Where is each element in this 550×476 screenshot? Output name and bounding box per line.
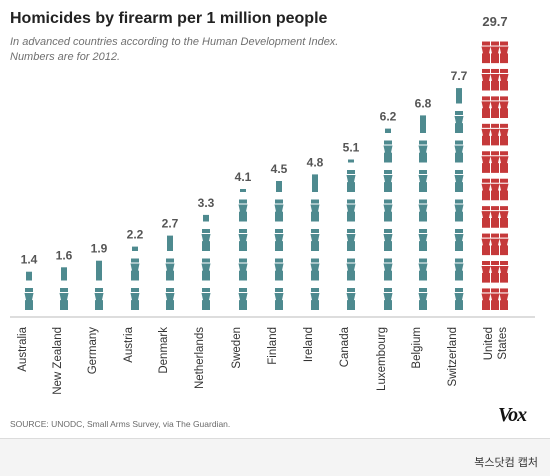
value-label: 3.3 <box>198 196 215 210</box>
category-label: Australia <box>17 326 29 371</box>
chart-subtitle: In advanced countries according to the H… <box>10 36 339 63</box>
figure-column <box>310 174 320 310</box>
category-label: Germany <box>87 327 99 375</box>
category-label: Austria <box>123 326 135 362</box>
category-label: Switzerland <box>447 327 459 386</box>
value-label: 29.7 <box>482 14 507 29</box>
value-label: 4.1 <box>235 170 252 184</box>
figure-column <box>201 214 211 310</box>
figure-column <box>454 88 464 310</box>
source-note: SOURCE: UNODC, Small Arms Survey, via Th… <box>10 419 231 429</box>
category-label: Canada <box>339 326 351 367</box>
value-label: 4.8 <box>307 155 324 169</box>
vox-logo: Vox <box>498 404 527 426</box>
category-label: Finland <box>267 327 279 365</box>
figure-column <box>238 189 248 310</box>
category-label: States <box>497 327 509 360</box>
figure-column <box>94 260 104 310</box>
value-label: 5.1 <box>343 141 360 155</box>
value-label: 4.5 <box>271 162 288 176</box>
figure-column <box>481 41 509 310</box>
value-label: 2.2 <box>127 228 144 242</box>
category-label: Luxembourg <box>376 327 388 391</box>
image-caption: 복스닷컴 캡처 <box>474 457 538 469</box>
figure-column <box>130 246 140 310</box>
category-label: Netherlands <box>194 327 206 389</box>
figure-column <box>346 159 356 310</box>
figure-column <box>59 267 69 310</box>
figure-column <box>24 271 34 310</box>
category-label: Ireland <box>303 327 315 362</box>
value-label: 1.4 <box>21 253 38 267</box>
category-label: Belgium <box>411 327 423 369</box>
value-label: 1.9 <box>91 242 108 256</box>
figure-column <box>165 235 175 310</box>
category-label: New Zealand <box>52 327 64 395</box>
value-label: 1.6 <box>56 248 73 262</box>
category-label: Sweden <box>231 327 243 369</box>
value-label: 6.8 <box>415 96 432 110</box>
category-label: United <box>483 327 495 360</box>
figure-column <box>274 181 284 310</box>
figure-column <box>418 115 428 310</box>
category-label: Denmark <box>158 327 170 374</box>
chart-title: Homicides by firearm per 1 million peopl… <box>10 10 328 27</box>
chart-plot: 1.4 Australia 1.6 New Zealand 1.9 Germany 2.2 A… <box>10 14 535 395</box>
figure-column <box>383 128 393 310</box>
value-label: 6.2 <box>380 110 397 124</box>
value-label: 7.7 <box>451 69 468 83</box>
value-label: 2.7 <box>162 217 179 231</box>
chart-card: Homicides by firearm per 1 million peopl… <box>0 0 550 439</box>
